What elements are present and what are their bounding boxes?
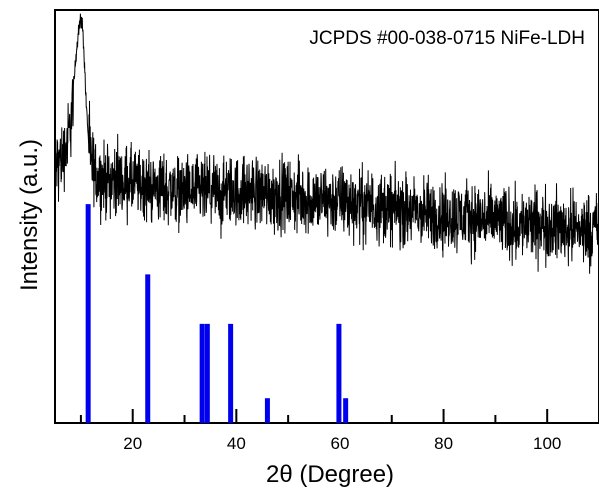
x-tick-label: 40	[227, 434, 246, 453]
reference-sticks	[85, 204, 349, 423]
x-tick-label: 60	[330, 434, 349, 453]
x-axis-tick-labels: 20 40 60 80 100	[123, 434, 561, 453]
x-tick-label: 80	[434, 434, 453, 453]
reference-annotation: JCPDS #00-038-0715 NiFe-LDH	[309, 28, 585, 49]
plot-frame	[54, 9, 599, 424]
x-axis-ticks	[79, 409, 549, 423]
measured-xrd-pattern	[54, 13, 599, 274]
y-axis-title: Intensity (a.u.)	[16, 139, 43, 291]
x-tick-label: 20	[123, 434, 142, 453]
x-axis-title: 2θ (Degree)	[266, 461, 394, 488]
x-tick-label: 100	[533, 434, 561, 453]
